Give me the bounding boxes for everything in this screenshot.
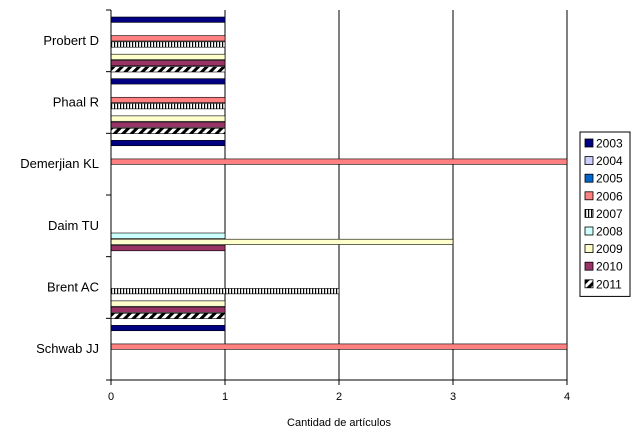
legend-swatch <box>584 226 594 236</box>
legend-label: 2008 <box>596 225 623 239</box>
bar <box>110 232 226 239</box>
legend-swatch <box>584 208 594 218</box>
legend-swatch <box>584 261 594 271</box>
x-axis-title-group: Cantidad de artículos <box>287 417 391 429</box>
bar <box>110 53 226 60</box>
legend-label: 2006 <box>596 189 623 203</box>
bar <box>110 312 226 319</box>
legend-swatch <box>584 279 594 289</box>
legend-swatch <box>584 138 594 148</box>
legend-label: 2010 <box>596 260 623 274</box>
bar <box>110 66 226 73</box>
category-label: Brent AC <box>47 280 99 295</box>
bar <box>110 16 226 23</box>
legend-swatch <box>584 156 594 166</box>
legend-label: 2003 <box>596 137 623 151</box>
bar <box>110 96 226 103</box>
x-tick-label: 4 <box>564 391 570 403</box>
legend-swatch <box>584 244 594 254</box>
category-label: Probert D <box>43 33 99 48</box>
bar <box>110 306 226 313</box>
bar <box>110 41 226 48</box>
bar <box>110 35 226 42</box>
bar <box>110 60 226 67</box>
bar <box>110 325 226 332</box>
x-tick-label: 2 <box>336 391 342 403</box>
legend: 2003 2004 2005 2006 2007 2008 2009 2010 2011 <box>579 131 631 297</box>
bar <box>110 288 340 295</box>
x-axis-title: Cantidad de artículos <box>287 417 391 429</box>
category-label: Schwab JJ <box>36 341 99 356</box>
bar <box>110 127 226 134</box>
x-tick-label: 1 <box>222 391 228 403</box>
category-label: Phaal R <box>53 95 99 110</box>
x-tick-label: 3 <box>450 391 456 403</box>
legend-label: 2011 <box>596 277 622 291</box>
bar <box>110 115 226 122</box>
bar <box>110 121 226 128</box>
bar <box>110 158 568 165</box>
bar <box>110 140 226 147</box>
x-tick-label: 0 <box>108 391 114 403</box>
bar <box>110 103 226 110</box>
legend-label: 2007 <box>596 207 623 221</box>
legend-label: 2005 <box>596 172 623 186</box>
bar <box>110 300 226 307</box>
bar <box>110 238 454 245</box>
bar <box>110 78 226 85</box>
bar <box>110 245 226 252</box>
legend-swatch <box>584 191 594 201</box>
plot-area: Probert D Phaal R Demerjian KL Daim TU Brent… <box>20 9 570 403</box>
category-label: Daim TU <box>48 218 99 233</box>
category-label: Demerjian KL <box>20 156 99 171</box>
legend-label: 2004 <box>596 154 623 168</box>
bar <box>110 343 568 350</box>
legend-label: 2009 <box>596 242 623 256</box>
legend-swatch <box>584 173 594 183</box>
